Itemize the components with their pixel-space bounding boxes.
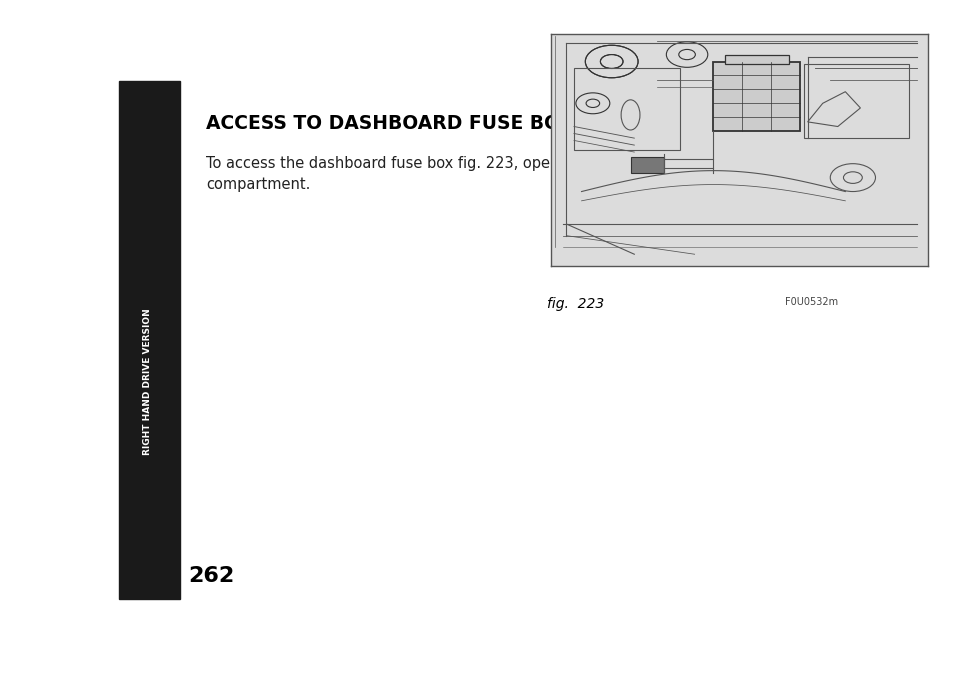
Text: ACCESS TO DASHBOARD FUSE BOX: ACCESS TO DASHBOARD FUSE BOX: [206, 114, 574, 133]
Text: F0U0532m: F0U0532m: [784, 297, 837, 307]
Circle shape: [585, 45, 638, 78]
Text: 262: 262: [188, 566, 234, 586]
Circle shape: [599, 55, 622, 69]
Text: To access the dashboard fuse box fig. 223, open the glove
compartment.: To access the dashboard fuse box fig. 22…: [206, 156, 633, 192]
Bar: [803, 64, 908, 138]
Bar: [630, 157, 663, 173]
Bar: [724, 55, 788, 64]
Bar: [574, 69, 679, 149]
Bar: [713, 61, 800, 131]
Text: fig.  223: fig. 223: [546, 297, 603, 311]
Bar: [119, 81, 180, 599]
Text: RIGHT HAND DRIVE VERSION: RIGHT HAND DRIVE VERSION: [143, 308, 152, 455]
